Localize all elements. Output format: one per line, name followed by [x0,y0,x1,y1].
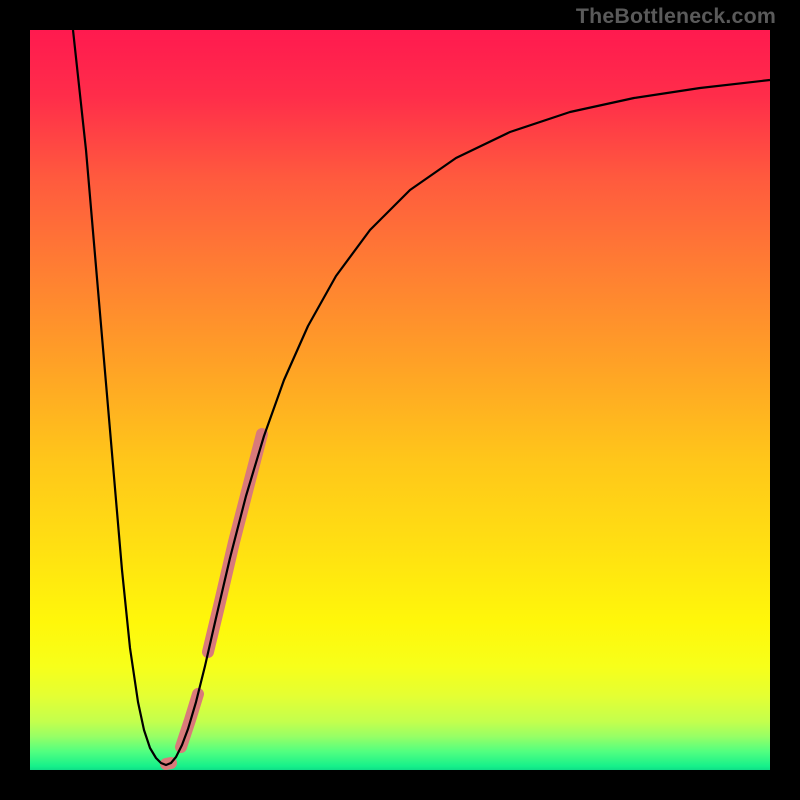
curve-layer [30,30,770,770]
plot-area [30,30,770,770]
watermark-text: TheBottleneck.com [576,4,776,29]
chart-frame: TheBottleneck.com [0,0,800,800]
bottleneck-curve [73,30,770,765]
